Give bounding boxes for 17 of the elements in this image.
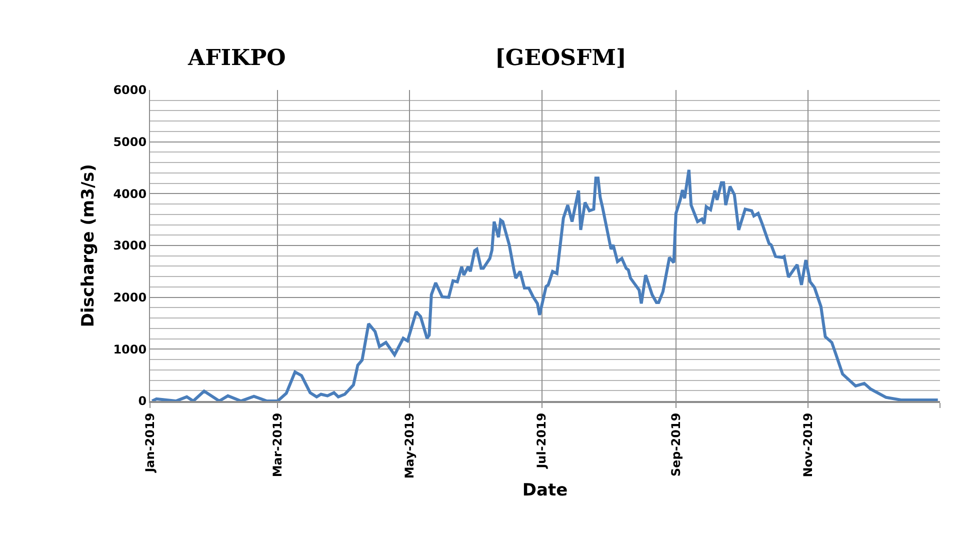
- y-tick-label: 1000: [113, 342, 147, 356]
- y-axis-title: Discharge (m3/s): [78, 164, 99, 328]
- y-tick-label: 5000: [113, 135, 147, 150]
- x-tick-label: May-2019: [402, 412, 417, 479]
- chart-subtitle: [GEOSFM]: [495, 45, 626, 71]
- y-tick-label: 4000: [113, 186, 147, 201]
- y-tick-label: 3000: [113, 238, 147, 253]
- x-tick-label: Nov-2019: [800, 412, 815, 478]
- y-tick-label: 6000: [113, 83, 147, 98]
- y-tick-label: 0: [138, 394, 147, 408]
- x-tick-label: Sep-2019: [668, 412, 683, 477]
- chart-title: AFIKPO: [187, 45, 286, 71]
- x-tick-label: Jul-2019: [534, 412, 549, 470]
- x-tick-label: Jan-2019: [142, 412, 157, 474]
- x-tick-label: Mar-2019: [270, 412, 285, 478]
- y-tick-label: 2000: [113, 290, 147, 305]
- x-axis-title: Date: [522, 480, 568, 501]
